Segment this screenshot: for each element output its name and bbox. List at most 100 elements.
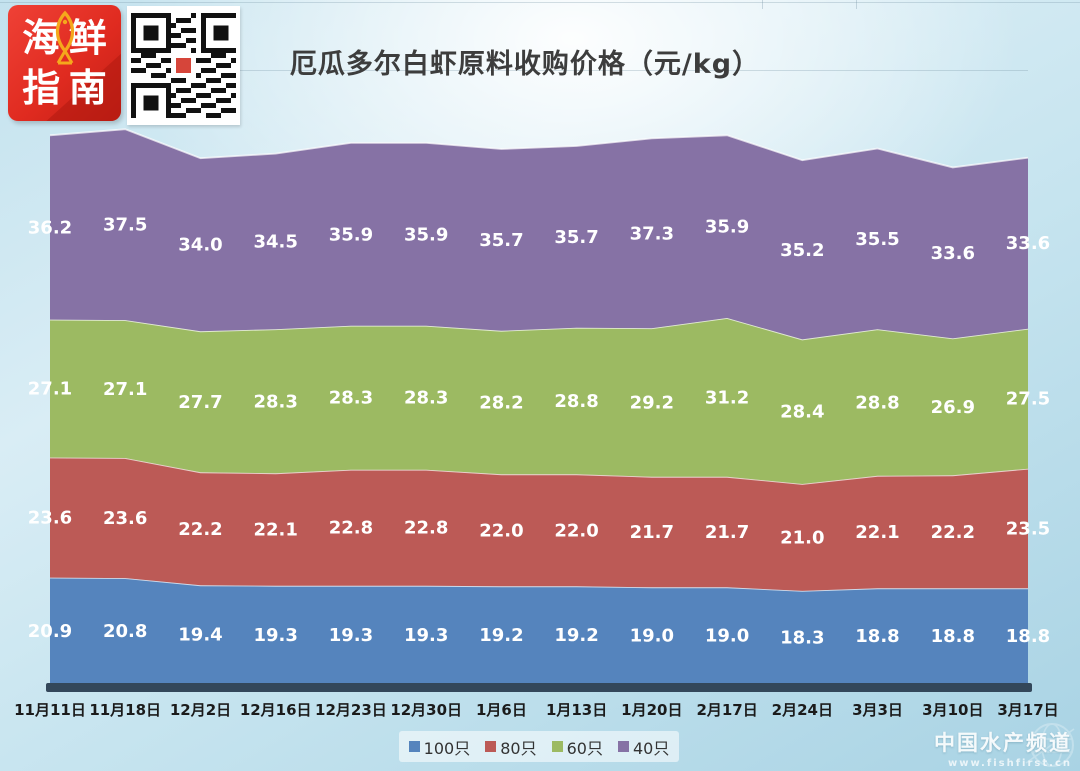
x-axis-label: 3月3日	[852, 701, 903, 719]
data-label-100只: 18.8	[931, 626, 975, 647]
x-axis-label: 12月2日	[170, 701, 231, 719]
data-label-40只: 34.0	[178, 235, 222, 256]
x-axis-baseline	[46, 683, 1032, 692]
background-guide-line	[0, 2, 1080, 3]
data-label-60只: 27.5	[1006, 389, 1050, 410]
data-label-60只: 29.2	[630, 393, 674, 414]
background-guide-line	[236, 70, 1028, 71]
data-label-80只: 22.2	[931, 522, 975, 543]
legend-swatch-40	[617, 741, 629, 752]
data-label-40只: 34.5	[253, 231, 297, 252]
data-label-40只: 37.3	[630, 223, 674, 244]
qr-code	[127, 6, 240, 125]
background-tick	[762, 0, 763, 9]
data-label-80只: 22.8	[404, 518, 448, 539]
data-label-80只: 21.7	[705, 522, 749, 543]
chart-legend: 100只 80只 60只 40只	[399, 731, 679, 762]
logo-char: 海	[22, 16, 61, 60]
logo-char: 鲜	[68, 16, 107, 60]
legend-swatch-80	[485, 741, 497, 752]
data-label-80只: 22.1	[253, 520, 297, 541]
data-label-60只: 28.2	[479, 393, 523, 414]
legend-label: 40只	[632, 738, 670, 758]
data-label-100只: 19.0	[630, 626, 674, 647]
data-label-100只: 20.8	[103, 621, 147, 642]
data-label-60只: 28.3	[253, 391, 297, 412]
data-label-80只: 22.1	[855, 522, 899, 543]
data-label-40只: 33.6	[1006, 233, 1050, 254]
data-label-80只: 21.7	[630, 522, 674, 543]
x-axis-label: 2月17日	[696, 701, 757, 719]
data-label-80只: 23.5	[1006, 519, 1050, 540]
seafood-guide-logo: 海 鲜 指 南	[8, 5, 121, 121]
data-label-40只: 35.7	[554, 227, 598, 248]
data-label-80只: 23.6	[103, 508, 147, 529]
data-label-60只: 28.8	[855, 393, 899, 414]
logo-characters: 海 鲜 指 南	[18, 13, 111, 113]
qr-code-pattern	[131, 13, 236, 118]
legend-item-100: 100只	[408, 735, 471, 759]
x-axis-label: 11月11日	[14, 701, 86, 719]
x-axis-label: 12月23日	[315, 701, 387, 719]
legend-label: 100只	[423, 738, 471, 758]
data-label-40只: 35.2	[780, 240, 824, 261]
watermark-brand: 中国水产频道	[934, 731, 1072, 755]
logo-char: 指	[22, 66, 61, 110]
data-label-80只: 22.2	[178, 519, 222, 540]
logo-char: 南	[68, 66, 107, 110]
x-axis-label: 12月16日	[240, 701, 312, 719]
legend-label: 80只	[500, 738, 537, 758]
data-label-60只: 28.4	[780, 402, 824, 423]
data-label-100只: 18.3	[780, 627, 824, 648]
data-label-80只: 22.0	[554, 520, 598, 541]
data-label-100只: 19.3	[329, 625, 373, 646]
chart-title: 厄瓜多尔白虾原料收购价格（元/kg）	[289, 49, 761, 80]
data-label-60只: 26.9	[931, 397, 975, 418]
x-axis-label: 11月18日	[89, 701, 161, 719]
data-label-40只: 33.6	[931, 243, 975, 264]
data-label-100只: 19.3	[253, 625, 297, 646]
legend-item-80: 80只	[485, 735, 537, 759]
data-label-40只: 35.7	[479, 230, 523, 251]
data-label-40只: 35.9	[329, 224, 373, 245]
data-label-40只: 37.5	[103, 215, 147, 236]
data-label-100只: 19.3	[404, 625, 448, 646]
data-label-80只: 21.0	[780, 527, 824, 548]
data-label-80只: 22.0	[479, 520, 523, 541]
legend-item-60: 60只	[551, 735, 603, 759]
area-series-60只	[50, 318, 1028, 484]
data-label-40只: 35.9	[705, 217, 749, 238]
x-axis-label: 3月17日	[997, 701, 1058, 719]
data-label-100只: 19.2	[479, 625, 523, 646]
legend-swatch-60	[551, 741, 563, 752]
area-series-80只	[50, 457, 1028, 591]
data-label-40只: 35.5	[855, 229, 899, 250]
globe-icon	[1025, 723, 1075, 767]
x-axis-label: 1月13日	[546, 701, 607, 719]
data-label-60只: 27.7	[178, 392, 222, 413]
watermark-url: www.fishfirst.cn	[947, 758, 1072, 769]
data-label-60只: 27.1	[103, 379, 147, 400]
data-label-60只: 28.3	[404, 388, 448, 409]
legend-item-40: 40只	[617, 735, 670, 759]
data-label-40只: 35.9	[404, 224, 448, 245]
area-edge-40只	[49, 128, 1029, 169]
data-label-80只: 23.6	[28, 508, 72, 529]
data-label-80只: 22.8	[329, 518, 373, 539]
legend-swatch-100	[408, 741, 420, 752]
data-label-60只: 31.2	[705, 387, 749, 408]
legend-label: 60只	[566, 738, 603, 758]
fish-icon	[55, 10, 74, 65]
data-label-60只: 28.8	[554, 391, 598, 412]
background-tick	[856, 0, 857, 9]
data-label-60只: 28.3	[329, 388, 373, 409]
data-label-100只: 19.2	[554, 625, 598, 646]
data-label-40只: 36.2	[28, 217, 72, 238]
x-axis-label: 2月24日	[772, 701, 833, 719]
data-label-100只: 18.8	[1006, 626, 1050, 647]
x-axis-label: 12月30日	[390, 701, 462, 719]
watermark: 中国水产频道 www.fishfirst.cn	[934, 727, 1072, 769]
x-axis-label: 1月6日	[476, 701, 527, 719]
